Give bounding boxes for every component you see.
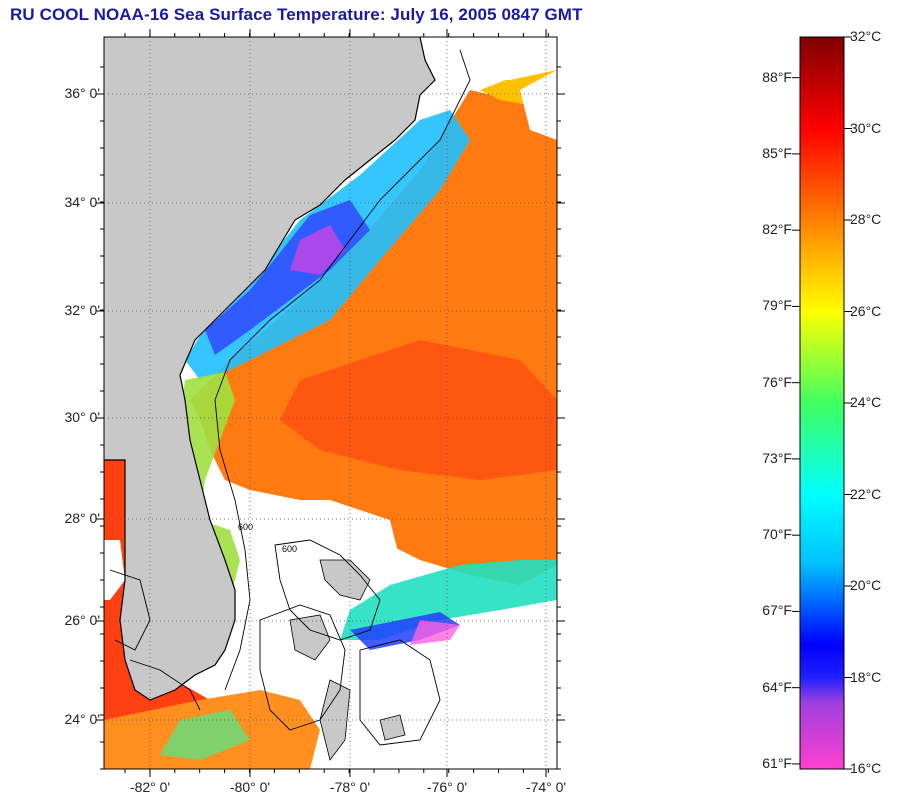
colorbar-celsius-label: 20°C: [850, 577, 882, 593]
map-title: RU COOL NOAA-16 Sea Surface Temperature:…: [10, 5, 583, 24]
colorbar-celsius-label: 32°C: [850, 28, 882, 44]
isobath-contours: [109, 49, 471, 746]
colorbar-fahrenheit-label: 82°F: [762, 221, 792, 238]
colorbar-fahrenheit-label: 79°F: [762, 297, 792, 314]
latitude-label: 34° 0': [64, 194, 100, 210]
longitude-label: -76° 0': [426, 779, 468, 795]
axis-ticks: [96, 29, 565, 777]
colorbar-celsius-label: 30°C: [850, 119, 882, 136]
latitude-label: 36° 0': [64, 85, 100, 101]
colorbar: [799, 36, 845, 770]
latitude-label: 24° 0': [64, 711, 100, 727]
longitude-label: -82° 0': [129, 779, 171, 795]
map-panel: 600 600: [104, 37, 557, 769]
gulf-stream-blue: [350, 612, 460, 650]
cloud-cover-northeast: [440, 37, 557, 80]
latitude-label: 28° 0': [64, 510, 100, 526]
florida-bay-green: [160, 710, 250, 760]
coastline: [104, 37, 436, 701]
ocean-hot-region: [280, 340, 557, 480]
latitude-label: 30° 0': [64, 409, 100, 425]
latitude-label: 26° 0': [64, 612, 100, 628]
longitude-label: -80° 0': [229, 779, 271, 795]
southern-magenta: [410, 620, 460, 645]
colorbar-fahrenheit-label: 88°F: [762, 68, 792, 85]
contour-label-600-b: 600: [238, 522, 253, 532]
longitude-label: -74° 0': [525, 779, 567, 795]
bahamas-islands: [289, 559, 406, 761]
colorbar-fahrenheit-label: 64°F: [762, 678, 792, 695]
colorbar-celsius-label: 22°C: [850, 485, 882, 502]
coastal-magenta-patches: [290, 225, 345, 275]
colorbar-celsius-label: 16°C: [850, 760, 882, 776]
colorbar-fahrenheit-label: 76°F: [762, 373, 792, 390]
colorbar-celsius-label: 28°C: [850, 211, 882, 227]
land-mainland: [104, 37, 435, 700]
colorbar-celsius-label: 24°C: [850, 394, 882, 410]
map-frame: [103, 36, 558, 770]
colorbar-fahrenheit-label: 85°F: [762, 144, 792, 161]
gulf-cloud: [104, 540, 125, 600]
colorbar-fahrenheit-label: 61°F: [762, 754, 792, 771]
gulf-stream-band: [340, 560, 557, 640]
colorbar-celsius-label: 18°C: [850, 668, 882, 685]
contour-label-600: 600: [282, 544, 297, 554]
cloud-cover-southeast: [400, 625, 557, 769]
cloud-cover-north: [520, 70, 557, 140]
colorbar-fahrenheit-label: 73°F: [762, 449, 792, 466]
colorbar-fahrenheit-label: 70°F: [762, 526, 792, 543]
latitude-label: 32° 0': [64, 302, 100, 318]
longitude-label: -78° 0': [329, 779, 371, 795]
colorbar-fahrenheit-label: 67°F: [762, 602, 792, 619]
colorbar-celsius-label: 26°C: [850, 302, 882, 319]
